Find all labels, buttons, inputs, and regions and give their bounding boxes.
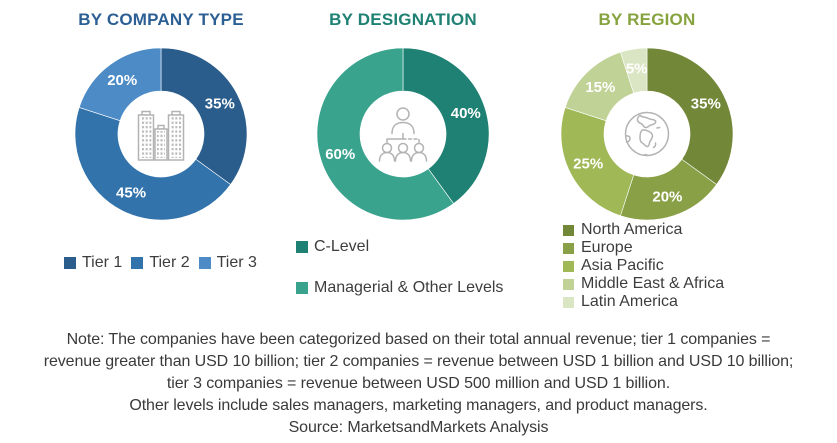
legend-item-c-level: C-Level [296, 239, 503, 255]
legend-label: Middle East & Africa [581, 275, 725, 292]
legend-item-asia-pacific: Asia Pacific [563, 258, 724, 274]
segment-value-label-tier-1: 35% [205, 96, 235, 113]
segment-value-label-latin-america: 5% [626, 60, 648, 77]
segment-value-label-middle-east-africa: 15% [585, 79, 615, 96]
legend-swatch-tier-2 [131, 257, 144, 269]
legend-swatch-latin-america [563, 296, 574, 308]
legend-label: Managerial & Other Levels [314, 279, 504, 296]
globe-icon [616, 103, 678, 165]
legend-label: Latin America [581, 293, 678, 310]
segment-value-label-managerial-other-levels: 60% [325, 146, 355, 163]
note-line-1: Note: The companies have been categorize… [66, 331, 771, 348]
donut-chart-designation: 40% 60% [316, 47, 490, 221]
donut-segment-north-america [646, 47, 734, 185]
legend-label: North America [581, 221, 683, 238]
legend-item-tier-1: Tier 1 [64, 255, 122, 271]
donut-segment-tier-2 [74, 107, 231, 221]
legend-label: C-Level [314, 238, 370, 255]
note-line-2: revenue greater than USD 10 billion; tie… [43, 353, 794, 370]
donut-segment-managerial-other-levels [316, 47, 454, 221]
segment-value-label-tier-2: 45% [116, 184, 146, 201]
donut-chart-company-type: 35% 45% 20% [74, 47, 248, 221]
note-text: Note: The companies have been categorize… [0, 329, 837, 439]
legend-label: Tier 2 [149, 254, 190, 271]
legend-swatch-north-america [563, 224, 574, 236]
legend-label: Tier 3 [216, 254, 257, 271]
note-line-3: tier 3 companies = revenue between USD 5… [166, 375, 671, 392]
legend-item-managerial-other-levels: Managerial & Other Levels [296, 280, 503, 296]
segment-value-label-europe: 20% [652, 188, 682, 205]
legend-swatch-europe [563, 242, 574, 254]
donut-segment-tier-1 [160, 47, 248, 185]
legend-swatch-asia-pacific [563, 260, 574, 272]
legend-item-europe: Europe [563, 240, 724, 256]
donut-segment-asia-pacific [560, 107, 635, 217]
donut-segment-c-level [402, 47, 490, 204]
legend-item-latin-america: Latin America [563, 294, 724, 310]
legend-company-type: Tier 1 Tier 2 Tier 3 [64, 255, 257, 271]
legend-label: Europe [581, 239, 633, 256]
legend-item-tier-2: Tier 2 [131, 254, 190, 271]
legend-item-middle-east-africa: Middle East & Africa [563, 276, 724, 292]
legend-swatch-c-level [296, 241, 308, 253]
donut-segment-latin-america [620, 47, 648, 94]
source-line: Source: MarketsandMarkets Analysis [288, 419, 549, 436]
legend-item-tier-3: Tier 3 [198, 254, 257, 271]
buildings-icon [130, 103, 192, 165]
legend-label: Asia Pacific [581, 257, 664, 274]
legend-item-north-america: North America [563, 222, 724, 238]
legend-swatch-tier-3 [198, 257, 211, 269]
legend-region: North America Europe Asia Pacific Middle Ea… [563, 222, 724, 310]
org-hierarchy-icon [372, 103, 434, 165]
legend-swatch-tier-1 [64, 257, 76, 269]
chart-title-company-type: BY COMPANY TYPE [78, 10, 244, 29]
legend-swatch-managerial-other-levels [296, 282, 308, 294]
legend-label: Tier 1 [82, 254, 123, 271]
segment-value-label-north-america: 35% [691, 96, 721, 113]
segment-value-label-c-level: 40% [451, 105, 481, 122]
donut-segment-tier-3 [78, 47, 162, 122]
other-levels-line: Other levels include sales managers, mar… [129, 397, 708, 414]
donut-chart-region: 35% 20% 25% 15% 5% [560, 47, 734, 221]
chart-title-region: BY REGION [598, 10, 696, 29]
legend-swatch-middle-east-africa [563, 278, 574, 290]
chart-title-designation: BY DESIGNATION [329, 10, 477, 29]
legend-designation: C-Level Managerial & Other Levels [296, 239, 503, 296]
segment-value-label-tier-3: 20% [107, 72, 137, 89]
segment-value-label-asia-pacific: 25% [573, 155, 603, 172]
